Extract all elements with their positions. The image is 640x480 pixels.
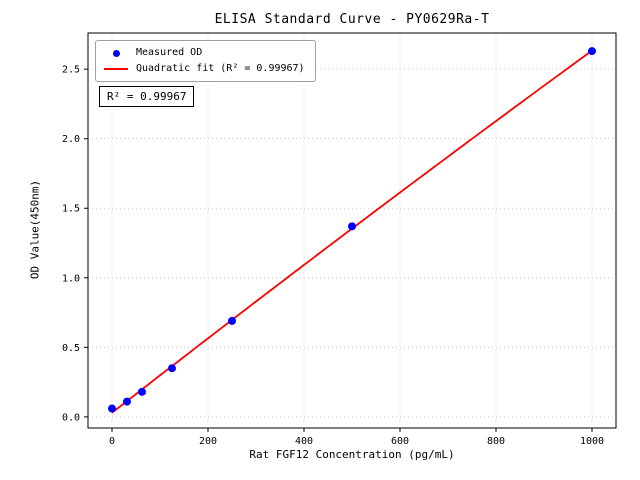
x-tick-label: 1000 — [580, 436, 604, 447]
r-squared-annotation: R² = 0.99967 — [99, 86, 195, 107]
data-point — [168, 364, 176, 373]
data-point — [108, 404, 116, 413]
legend-item-measured-od: Measured OD — [102, 45, 305, 61]
y-axis-label: OD Value(450nm) — [28, 179, 42, 280]
scatter-marker-icon — [112, 49, 120, 57]
legend-label-quadratic-fit: Quadratic fit (R² = 0.99967) — [136, 63, 305, 74]
legend-item-quadratic-fit: Quadratic fit (R² = 0.99967) — [102, 61, 305, 77]
chart-title: ELISA Standard Curve - PY0629Ra-T — [214, 12, 490, 27]
x-tick-label: 0 — [109, 436, 115, 447]
data-point — [228, 316, 236, 325]
data-point — [588, 47, 596, 56]
x-tick-label: 600 — [391, 436, 409, 447]
y-tick-label: 2.0 — [62, 134, 80, 145]
data-point — [348, 222, 356, 231]
data-point — [123, 397, 131, 406]
x-tick-label: 200 — [199, 436, 217, 447]
tick-labels: 0 200 400 600 800 1000 0.0 0.5 1.0 1.5 2.0 2.5 — [62, 65, 604, 447]
legend-marker-area — [102, 68, 130, 70]
y-tick-label: 2.5 — [62, 65, 80, 76]
tick-marks — [84, 68, 593, 432]
x-tick-label: 400 — [295, 436, 313, 447]
y-tick-label: 0.0 — [62, 412, 80, 423]
legend: Measured OD Quadratic fit (R² = 0.99967) — [95, 40, 316, 82]
scatter-points — [108, 47, 596, 413]
x-axis-label: Rat FGF12 Concentration (pg/mL) — [249, 448, 455, 461]
legend-label-measured-od: Measured OD — [136, 47, 203, 58]
y-tick-label: 0.5 — [62, 343, 80, 354]
legend-marker-area — [102, 49, 130, 57]
axes-frame — [87, 32, 617, 429]
data-point — [138, 387, 146, 396]
line-marker-icon — [104, 68, 128, 70]
y-tick-label: 1.0 — [62, 273, 80, 284]
y-tick-label: 1.5 — [62, 204, 80, 215]
x-tick-label: 800 — [487, 436, 505, 447]
